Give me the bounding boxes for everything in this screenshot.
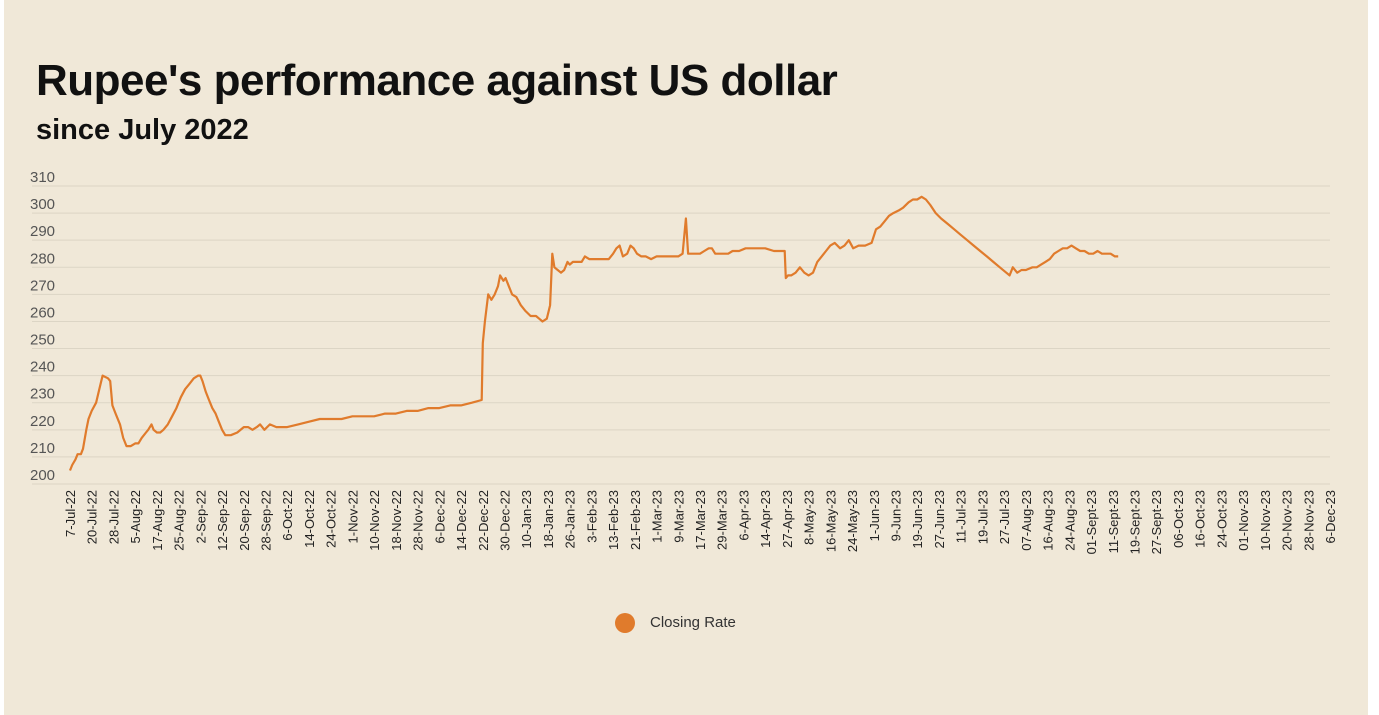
x-tick-label: 28-Nov-23 xyxy=(1301,490,1316,551)
x-tick-label: 27-Sept-23 xyxy=(1149,490,1164,554)
y-tick-label: 240 xyxy=(30,359,55,376)
y-tick-label: 260 xyxy=(30,304,55,321)
x-tick-label: 19-Jul-23 xyxy=(975,490,990,544)
legend-label-closing-rate: Closing Rate xyxy=(650,614,736,631)
x-tick-label: 6-Dec-22 xyxy=(432,490,447,543)
y-tick-label: 280 xyxy=(30,250,55,267)
x-tick-label: 9-Jun-23 xyxy=(889,490,904,541)
x-tick-label: 27-Apr-23 xyxy=(780,490,795,548)
x-tick-label: 6-Apr-23 xyxy=(736,490,751,541)
x-tick-label: 26-Jan-23 xyxy=(563,490,578,549)
x-tick-label: 28-Sep-22 xyxy=(259,490,274,551)
x-tick-label: 17-Mar-23 xyxy=(693,490,708,550)
x-tick-label: 16-May-23 xyxy=(823,490,838,552)
x-tick-label: 28-Nov-22 xyxy=(411,490,426,551)
legend[interactable]: Closing Rate xyxy=(615,613,736,633)
x-tick-label: 11-Jul-23 xyxy=(954,490,969,543)
x-tick-label: 21-Feb-23 xyxy=(628,490,643,550)
x-tick-label: 1-Jun-23 xyxy=(867,490,882,541)
x-tick-label: 17-Aug-22 xyxy=(150,490,165,551)
x-tick-label: 8-May-23 xyxy=(802,490,817,545)
y-tick-label: 270 xyxy=(30,277,55,294)
chart-subtitle: since July 2022 xyxy=(36,114,249,146)
x-tick-label: 16-Aug-23 xyxy=(1041,490,1056,551)
x-tick-label: 22-Dec-22 xyxy=(476,490,491,551)
x-tick-label: 10-Nov-23 xyxy=(1258,490,1273,551)
x-tick-label: 10-Jan-23 xyxy=(519,490,534,549)
x-tick-label: 18-Jan-23 xyxy=(541,490,556,549)
chart-card xyxy=(4,0,1368,715)
x-tick-label: 20-Nov-23 xyxy=(1280,490,1295,551)
x-tick-label: 3-Feb-23 xyxy=(584,490,599,543)
grid-lines xyxy=(32,185,1330,485)
x-tick-label: 10-Nov-22 xyxy=(367,490,382,551)
x-tick-label: 20-Sep-22 xyxy=(237,490,252,551)
x-tick-label: 30-Dec-22 xyxy=(497,490,512,551)
y-tick-label: 290 xyxy=(30,223,55,240)
x-tick-label: 2-Sep-22 xyxy=(193,490,208,543)
x-tick-label: 11-Sept-23 xyxy=(1106,490,1121,553)
x-tick-label: 9-Mar-23 xyxy=(671,490,686,543)
y-tick-label: 300 xyxy=(30,196,55,213)
x-tick-label: 24-Aug-23 xyxy=(1062,490,1077,551)
x-tick-label: 19-Sept-23 xyxy=(1127,490,1142,554)
x-tick-label: 25-Aug-22 xyxy=(172,490,187,551)
x-tick-label: 14-Oct-22 xyxy=(302,490,317,548)
x-tick-label: 18-Nov-22 xyxy=(389,490,404,551)
legend-marker-closing-rate xyxy=(615,613,635,633)
x-tick-label: 19-Jun-23 xyxy=(910,490,925,549)
x-tick-label: 24-Oct-23 xyxy=(1214,490,1229,548)
x-tick-label: 01-Nov-23 xyxy=(1236,490,1251,551)
x-tick-label: 01-Sept-23 xyxy=(1084,490,1099,554)
x-axis: 7-Jul-22 20-Jul-22 28-Jul-22 5-Aug-22 17-Aug… xyxy=(63,490,1338,554)
x-tick-label: 20-Jul-22 xyxy=(85,490,100,544)
y-tick-label: 230 xyxy=(30,386,55,403)
series-line-closing-rate xyxy=(68,195,1119,471)
x-tick-label: 28-Jul-22 xyxy=(106,490,121,544)
x-tick-label: 07-Aug-23 xyxy=(1019,490,1034,551)
x-tick-label: 24-May-23 xyxy=(845,490,860,552)
y-axis: 200 210 220 230 240 250 260 270 280 290 300 310 xyxy=(30,169,55,484)
x-tick-label: 1-Mar-23 xyxy=(650,490,665,543)
y-tick-label: 250 xyxy=(30,332,55,349)
x-tick-label: 7-Jul-22 xyxy=(63,490,78,537)
x-tick-label: 29-Mar-23 xyxy=(715,490,730,550)
x-tick-label: 5-Aug-22 xyxy=(128,490,143,543)
x-tick-label: 14-Apr-23 xyxy=(758,490,773,548)
chart-title: Rupee's performance against US dollar xyxy=(36,56,838,105)
x-tick-label: 6-Dec-23 xyxy=(1323,490,1338,543)
x-tick-label: 27-Jul-23 xyxy=(997,490,1012,544)
x-tick-label: 12-Sep-22 xyxy=(215,490,230,551)
y-tick-label: 210 xyxy=(30,440,55,457)
y-tick-label: 310 xyxy=(30,169,55,186)
x-tick-label: 24-Oct-22 xyxy=(324,490,339,548)
x-tick-label: 27-Jun-23 xyxy=(932,490,947,549)
x-tick-label: 06-Oct-23 xyxy=(1171,490,1186,548)
x-tick-label: 6-Oct-22 xyxy=(280,490,295,541)
x-tick-label: 14-Dec-22 xyxy=(454,490,469,551)
y-tick-label: 220 xyxy=(30,413,55,430)
x-tick-label: 13-Feb-23 xyxy=(606,490,621,550)
y-tick-label: 200 xyxy=(30,467,55,484)
x-tick-label: 1-Nov-22 xyxy=(345,490,360,543)
x-tick-label: 16-Oct-23 xyxy=(1193,490,1208,548)
